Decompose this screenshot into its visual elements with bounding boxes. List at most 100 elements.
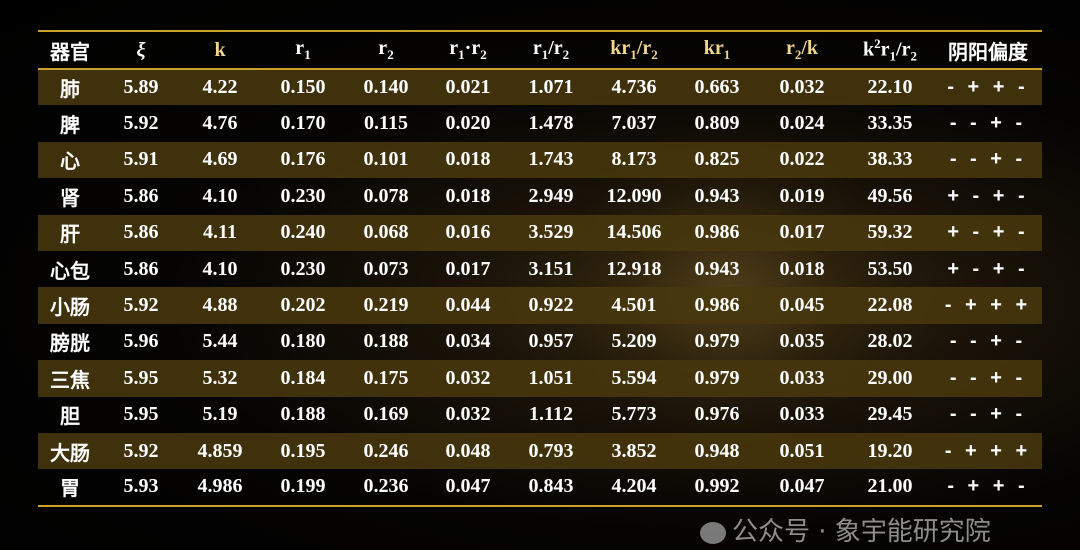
header-r2: r2 [378,37,394,62]
cell-r2-div-k: 0.047 [779,475,825,498]
cell-r2: 0.169 [363,403,409,426]
cell-k: 4.10 [202,184,238,207]
table-row: 大肠 5.92 4.859 0.195 0.246 0.048 0.793 3.852 0.94… [38,432,1042,470]
cell-k: 4.69 [202,148,238,171]
cell-r2-div-k: 0.017 [779,221,825,244]
cell-r2: 0.246 [363,439,409,462]
cell-r1-div-r2: 1.112 [529,403,573,426]
cell-k2r1-div-r2: 19.20 [867,439,913,462]
cell-r2: 0.175 [363,366,409,389]
table-row: 肺 5.89 4.22 0.150 0.140 0.021 1.071 4.736 0.663 0… [38,69,1042,106]
cell-r2: 0.078 [363,184,409,207]
cell-r1: 0.150 [280,76,326,99]
table-row: 脾 5.92 4.76 0.170 0.115 0.020 1.478 7.037 0.809 0… [38,105,1042,141]
header-k: k [214,38,226,61]
cell-k: 5.32 [202,366,238,389]
cell-xi: 5.92 [123,294,159,317]
cell-kr1: 0.809 [694,112,740,135]
cell-kr1-div-r2: 12.918 [606,257,662,280]
cell-yinyang: + - + - [947,184,1029,207]
cell-r1: 0.180 [280,330,326,353]
header-r1: r1 [295,37,311,62]
cell-r1-div-r2: 1.051 [528,366,574,389]
cell-r1: 0.170 [280,112,326,135]
cell-kr1-div-r2: 7.037 [611,112,657,135]
table-row: 三焦 5.95 5.32 0.184 0.175 0.032 1.051 5.594 0.979… [38,360,1042,397]
cell-r2: 0.101 [363,148,409,171]
cell-r1-div-r2: 0.957 [528,330,574,353]
cell-r1-times-r2: 0.032 [445,403,491,426]
header-k2r1-div-r2: k2r1/r2 [863,35,917,64]
cell-yinyang: + - + - [947,257,1029,280]
cell-xi: 5.89 [123,76,159,99]
cell-kr1: 0.948 [694,439,740,462]
cell-r1-times-r2: 0.018 [445,184,491,207]
cell-r2: 0.073 [363,257,409,280]
cell-kr1: 0.986 [694,221,740,244]
cell-r2-div-k: 0.024 [779,112,825,135]
cell-kr1: 0.663 [694,76,740,99]
cell-r2: 0.188 [363,330,409,353]
table-row: 膀胱 5.96 5.44 0.180 0.188 0.034 0.957 5.209 0.979… [38,324,1042,360]
cell-r1: 0.230 [280,184,326,207]
cell-xi: 5.92 [123,112,159,135]
cell-k2r1-div-r2: 28.02 [867,330,913,353]
cell-xi: 5.86 [123,257,159,280]
cell-kr1-div-r2: 5.209 [611,330,657,353]
cell-yinyang: - - + - [949,366,1027,389]
table-row: 胃 5.93 4.986 0.199 0.236 0.047 0.843 4.204 0.992… [38,469,1042,506]
cell-kr1-div-r2: 3.852 [611,439,657,462]
wechat-icon [700,521,726,544]
organ-parameter-table: 器官 ξ k r1 r2 r1·r2 r1/r2 kr1/r2 kr1 r2/k… [38,30,1042,507]
cell-r1-div-r2: 1.743 [528,148,574,171]
cell-organ: 小肠 [50,295,90,320]
cell-k2r1-div-r2: 22.08 [867,294,913,317]
background-glow [560,120,900,450]
cell-r1-times-r2: 0.032 [445,366,491,389]
cell-r1-times-r2: 0.020 [445,112,491,135]
cell-organ: 胃 [60,476,80,501]
cell-yinyang: - - + - [949,403,1027,426]
cell-r2-div-k: 0.035 [779,330,825,353]
cell-k2r1-div-r2: 21.00 [867,475,913,498]
cell-r2: 0.140 [363,76,409,99]
cell-r2-div-k: 0.019 [779,184,825,207]
cell-k: 4.986 [197,475,243,498]
cell-k2r1-div-r2: 22.10 [867,76,913,99]
cell-r1: 0.202 [280,294,326,317]
cell-r2-div-k: 0.051 [779,439,825,462]
cell-organ: 胆 [60,404,80,429]
cell-organ: 肝 [60,222,80,247]
cell-kr1: 0.943 [694,257,740,280]
cell-r1-div-r2: 3.529 [528,221,574,244]
cell-r1: 0.176 [280,148,326,171]
cell-r2-div-k: 0.018 [779,257,825,280]
cell-r1-times-r2: 0.048 [445,439,491,462]
cell-organ: 大肠 [50,440,90,465]
cell-k: 4.10 [202,257,238,280]
table-row: 心包 5.86 4.10 0.230 0.073 0.017 3.151 12.918 0.94… [38,251,1042,287]
cell-yinyang: - + + + [944,294,1032,317]
cell-yinyang: - - + - [949,330,1027,353]
cell-k: 4.859 [197,439,243,462]
cell-xi: 5.86 [123,184,159,207]
cell-r1-div-r2: 0.843 [528,475,574,498]
cell-r2-div-k: 0.033 [779,366,825,389]
cell-r1: 0.188 [280,403,326,426]
cell-xi: 5.92 [123,439,159,462]
cell-r2: 0.219 [363,294,409,317]
cell-kr1-div-r2: 5.594 [611,366,657,389]
cell-kr1: 0.825 [694,148,740,171]
cell-organ: 肺 [60,77,80,102]
cell-r1-div-r2: 1.478 [528,112,574,135]
cell-kr1: 0.979 [694,366,740,389]
cell-kr1-div-r2: 4.736 [611,76,657,99]
cell-r2: 0.115 [364,112,408,135]
cell-r1-div-r2: 0.793 [528,439,574,462]
cell-r2-div-k: 0.022 [779,148,825,171]
table-row: 肾 5.86 4.10 0.230 0.078 0.018 2.949 12.090 0.943… [38,178,1042,214]
cell-r1: 0.230 [280,257,326,280]
header-r1-times-r2: r1·r2 [449,37,487,62]
cell-r1-times-r2: 0.021 [445,76,491,99]
cell-k2r1-div-r2: 49.56 [867,184,913,207]
